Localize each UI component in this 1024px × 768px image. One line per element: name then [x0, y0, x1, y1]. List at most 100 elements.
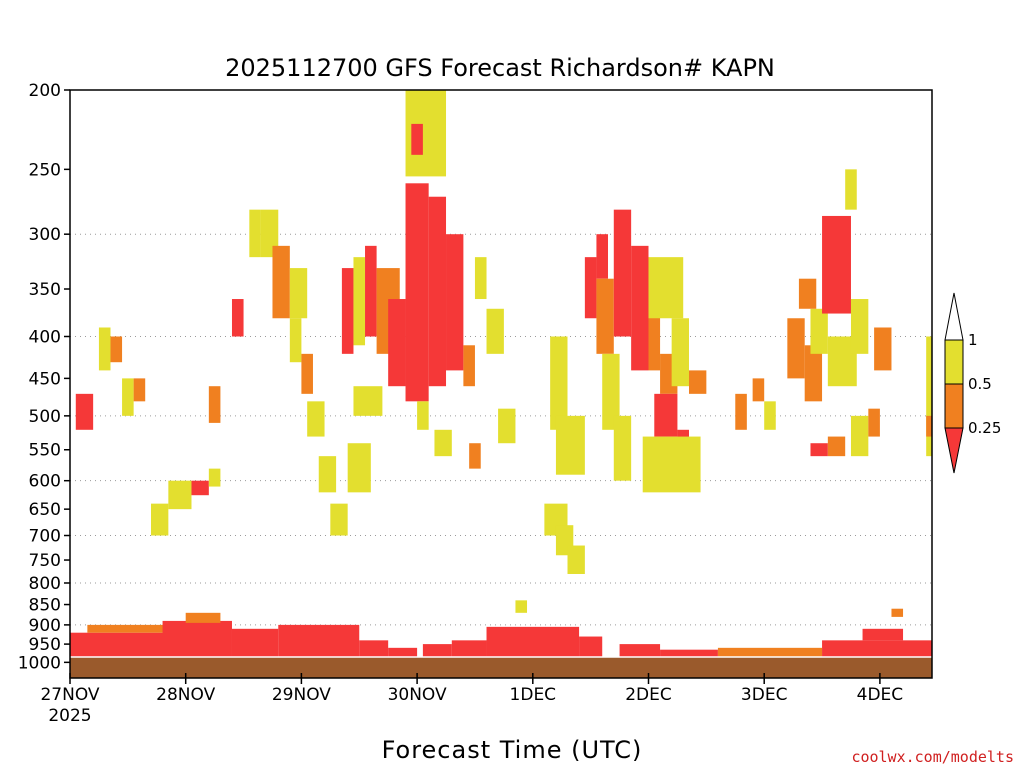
- region-yellow-53: [567, 545, 585, 574]
- region-yellow-89: [515, 600, 528, 613]
- y-tick-label-200: 200: [29, 81, 61, 101]
- region-orange-62: [648, 308, 661, 371]
- region-yellow-85: [845, 169, 857, 210]
- y-tick-label-350: 350: [29, 280, 61, 300]
- region-orange-69: [688, 370, 707, 394]
- region-yellow-26: [208, 468, 221, 487]
- region-yellow-91: [486, 308, 504, 354]
- region-orange-70: [735, 393, 747, 430]
- region-red-96: [231, 299, 244, 337]
- region-red-58: [613, 209, 632, 337]
- region-red-5: [231, 628, 279, 657]
- region-red-80: [810, 443, 828, 457]
- region-orange-83: [868, 408, 880, 437]
- region-orange-84: [874, 327, 892, 371]
- region-yellow-60: [602, 353, 620, 430]
- region-yellow-86: [926, 336, 932, 457]
- region-orange-81: [827, 436, 846, 457]
- y-tick-label-1000: 1000: [18, 653, 61, 673]
- y-tick-label-950: 950: [29, 635, 61, 655]
- x-tick-label-4DEC: 4DEC: [857, 685, 904, 705]
- region-orange-20: [110, 336, 123, 363]
- region-red-18: [75, 393, 94, 430]
- region-red-8: [388, 647, 418, 657]
- region-red-77: [822, 215, 851, 314]
- region-red-9: [422, 644, 452, 657]
- region-orange-27: [208, 386, 221, 423]
- region-yellow-36: [353, 257, 366, 346]
- x-axis: 27NOV 28NOV 29NOV 30NOV 1DEC 2DEC 3DEC 4DEC: [40, 673, 903, 705]
- region-red-10: [451, 640, 487, 657]
- region-yellow-29: [260, 209, 279, 258]
- region-red-1: [70, 632, 180, 657]
- region-yellow-92: [474, 257, 487, 300]
- colorbar-bin-0: [944, 339, 964, 385]
- region-red-59: [631, 245, 649, 371]
- y-tick-label-450: 450: [29, 369, 61, 389]
- x-tick-label-30NOV: 30NOV: [388, 685, 447, 705]
- x-tick-label-27NOV: 27NOV: [40, 685, 99, 705]
- region-yellow-94: [347, 443, 371, 493]
- region-yellow-90: [498, 408, 516, 444]
- region-yellow-34: [318, 456, 337, 493]
- y-tick-label-500: 500: [29, 407, 61, 427]
- region-yellow-75: [810, 308, 828, 354]
- colorbar-legend: 1 0.5 0.25: [944, 292, 1001, 474]
- region-orange-71: [752, 378, 765, 402]
- colorbar-label-1: 0.5: [968, 375, 992, 393]
- region-yellow-66: [642, 436, 701, 493]
- region-red-43: [446, 234, 464, 371]
- region-red-55: [584, 257, 597, 319]
- region-orange-76: [798, 278, 817, 309]
- region-yellow-68: [671, 318, 689, 387]
- region-orange-4: [185, 612, 221, 623]
- y-tick-label-250: 250: [29, 160, 61, 180]
- region-red-3: [162, 620, 232, 657]
- region-orange-15: [717, 647, 823, 657]
- region-yellow-31: [289, 318, 302, 363]
- y-axis: 200 250 300 350 400 450 500 550 600 650 700 750 8008…: [18, 81, 70, 673]
- x-axis-title: Forecast Time (UTC): [382, 736, 643, 764]
- region-red-16: [822, 640, 932, 657]
- region-yellow-95: [289, 268, 308, 319]
- y-tick-label-400: 400: [29, 327, 61, 347]
- region-red-6: [278, 624, 360, 657]
- colorbar-over-triangle: [944, 292, 964, 341]
- x-tick-label-1DEC: 1DEC: [510, 685, 557, 705]
- region-red-41: [405, 183, 429, 402]
- y-tick-label-750: 750: [29, 551, 61, 571]
- region-orange-88: [891, 608, 904, 617]
- region-red-40: [388, 299, 406, 387]
- region-red-64: [654, 393, 678, 437]
- region-orange-2: [87, 624, 175, 633]
- region-red-12: [579, 636, 603, 657]
- region-yellow-24: [168, 480, 192, 510]
- colorbar-under-triangle: [944, 427, 964, 474]
- region-yellow-72: [764, 401, 776, 430]
- y-tick-label-650: 650: [29, 500, 61, 520]
- region-yellow-33: [307, 401, 325, 437]
- x-year-label: 2025: [48, 706, 91, 726]
- region-orange-74: [804, 345, 823, 402]
- data-regions: [70, 90, 932, 678]
- region-yellow-61: [613, 415, 632, 481]
- region-yellow-19: [98, 327, 111, 371]
- region-red-17: [862, 628, 904, 641]
- x-tick-label-3DEC: 3DEC: [741, 685, 788, 705]
- x-tick-label-29NOV: 29NOV: [272, 685, 331, 705]
- region-yellow-21: [122, 378, 134, 416]
- region-red-37: [365, 245, 377, 337]
- y-tick-label-550: 550: [29, 441, 61, 461]
- region-red-42: [428, 196, 447, 387]
- x-tick-label-2DEC: 2DEC: [625, 685, 672, 705]
- region-orange-45: [469, 443, 481, 469]
- y-tick-label-700: 700: [29, 527, 61, 547]
- region-orange-32: [301, 353, 313, 394]
- region-yellow-48: [417, 401, 429, 430]
- region-red-35: [341, 268, 354, 354]
- region-orange-73: [787, 318, 805, 379]
- credit-text: coolwx.com/modelts: [851, 748, 1014, 766]
- region-orange-87: [926, 415, 932, 437]
- plot-frame: [69, 89, 933, 679]
